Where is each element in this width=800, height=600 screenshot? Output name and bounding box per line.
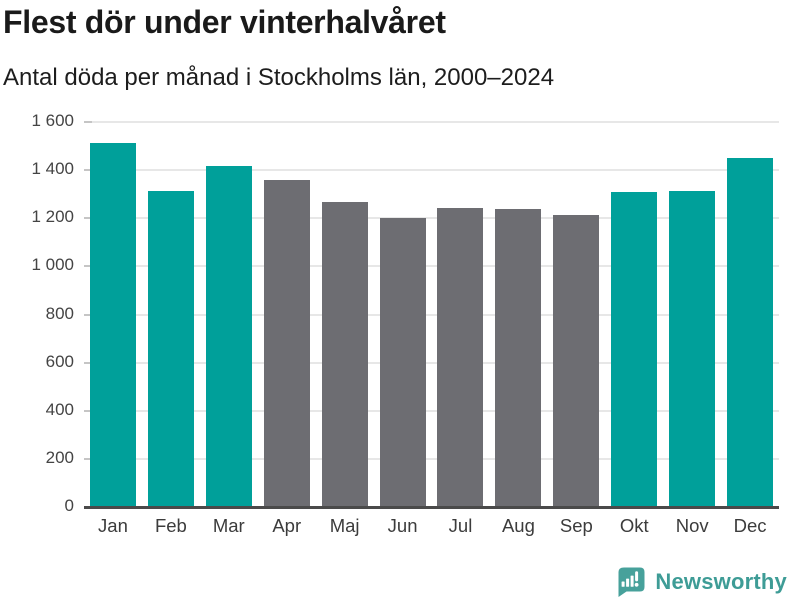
y-tick-label: 1 200 [31,207,74,227]
bar-chart-speech-bubble-icon [614,565,647,598]
bar-apr [263,179,310,506]
chart-subtitle: Antal döda per månad i Stockholms län, 2… [3,64,555,91]
bar-slot [316,121,374,506]
bar-slot [605,121,663,506]
x-tick-label: Okt [619,515,649,536]
bar-feb [147,190,194,506]
bar-slot [142,121,200,506]
bar-slot [721,121,779,506]
x-tick-label: Jun [387,515,418,536]
bar-jun [379,218,426,506]
y-tick-label: 400 [45,399,74,419]
plot-area [84,121,779,509]
x-tick-label: Maj [329,515,360,536]
gridline [84,361,779,364]
y-tick-mark [84,169,92,172]
bar-slot [663,121,721,506]
bar-sep [553,214,600,506]
newsworthy-brand-text: Newsworthy [655,568,787,594]
y-tick-mark [84,217,92,220]
bar-slot [547,121,605,506]
bar-nov [669,190,716,506]
gridline [84,217,779,220]
x-tick-label: Aug [501,515,535,536]
x-tick-label: Feb [154,515,187,536]
y-tick-label: 600 [45,351,74,371]
y-tick-mark [84,361,92,364]
y-tick-label: 1 400 [31,159,74,179]
y-tick-mark [84,457,92,460]
x-tick-label: Sep [559,515,593,536]
y-tick-label: 200 [45,447,74,467]
bar-slot [489,121,547,506]
gridline [84,409,779,412]
bar-mar [205,165,252,506]
bar-jan [89,142,136,506]
gridline [84,265,779,268]
x-tick-label: Dec [733,515,767,536]
bar-slot [258,121,316,506]
bar-dec [727,158,774,506]
x-axis-baseline [84,506,779,509]
gridline [84,457,779,460]
y-tick-label: 1 000 [31,255,74,275]
bar-aug [495,208,542,506]
y-tick-label: 0 [64,496,74,515]
chart-title: Flest dör under vinterhalvåret [3,4,446,40]
gridline [84,313,779,316]
bar-okt [611,191,658,506]
x-tick-label: Mar [212,515,245,536]
x-tick-label: Apr [272,515,302,536]
bar-maj [321,201,368,506]
x-axis-labels: Jan Feb Mar Apr Maj Jun Jul Aug Sep Okt Nov Dec [84,515,779,537]
y-tick-mark [84,409,92,412]
x-tick-label: Nov [675,515,709,536]
x-tick-label: Jan [98,515,128,536]
y-tick-mark [84,265,92,268]
bar-slot [84,121,142,506]
y-axis-labels: 1 600 1 400 1 200 1 000 800 600 400 200 0 [0,111,74,515]
bar-slot [432,121,490,506]
x-tick-label: Jul [448,515,473,536]
gridline [84,121,779,123]
newsworthy-logo: Newsworthy [614,565,787,598]
y-tick-label: 1 600 [31,111,74,130]
bar-slot [200,121,258,506]
bars-container [84,121,779,506]
y-tick-label: 800 [45,303,74,323]
y-tick-mark [84,313,92,316]
bar-jul [437,207,484,506]
gridline [84,169,779,172]
bar-slot [374,121,432,506]
y-tick-mark [84,121,92,123]
